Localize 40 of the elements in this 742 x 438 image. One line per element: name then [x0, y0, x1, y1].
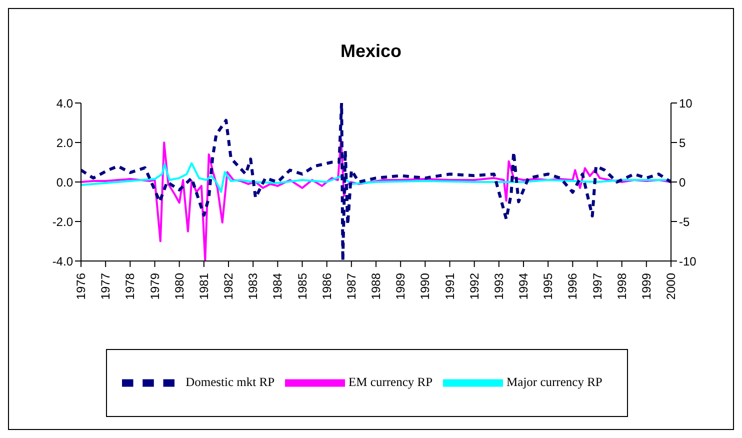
x-tick-label: 1998 [614, 272, 629, 300]
y-tick-label: 0.0 [56, 175, 74, 190]
x-tick-label: 1976 [74, 272, 88, 300]
y-tick-label: 4.0 [56, 96, 74, 110]
x-tick-label: 1984 [270, 272, 285, 300]
x-tick-label: 1988 [369, 272, 383, 300]
x-tick-label: 1996 [566, 272, 580, 300]
x-tick-label: 1983 [246, 272, 260, 300]
x-tick-label: 1992 [467, 272, 482, 300]
y-tick-label: -4.0 [52, 254, 74, 268]
legend-label: Domestic mkt RP [186, 374, 275, 389]
line-series [81, 162, 671, 193]
x-tick-label: 1999 [639, 272, 654, 300]
x-tick-label: 1987 [344, 272, 358, 300]
x-tick-label: 1977 [98, 272, 113, 300]
x-tick-label: 1990 [418, 272, 432, 300]
y-tick-label: 2.0 [56, 136, 74, 150]
y2-tick-label: 10 [679, 96, 693, 110]
x-tick-label: 1994 [516, 272, 530, 300]
x-tick-label: 1995 [541, 272, 556, 300]
x-tick-label: 1981 [196, 272, 211, 300]
x-tick-label: 1982 [222, 272, 236, 300]
y2-tick-label: -5 [679, 214, 690, 229]
x-tick-label: 1978 [123, 272, 138, 300]
x-tick-label: 1980 [172, 272, 186, 300]
x-tick-label: 1979 [148, 272, 162, 300]
chart-title: Mexico [339, 41, 403, 62]
legend-label: EM currency RP [348, 374, 433, 389]
legend-label: Major currency RP [506, 374, 602, 389]
x-tick-label: 1986 [320, 272, 334, 300]
x-tick-label: 1985 [295, 272, 310, 300]
x-tick-label: 1993 [492, 272, 506, 300]
y2-tick-label: -10 [679, 254, 697, 268]
y-tick-label: -2.0 [52, 214, 74, 229]
x-tick-label: 1997 [590, 272, 604, 300]
x-tick-label: 1991 [442, 272, 457, 300]
x-tick-label: 2000 [664, 272, 678, 300]
y2-tick-label: 5 [679, 136, 686, 150]
x-tick-label: 1989 [394, 272, 408, 300]
y2-tick-label: 0 [679, 175, 686, 190]
